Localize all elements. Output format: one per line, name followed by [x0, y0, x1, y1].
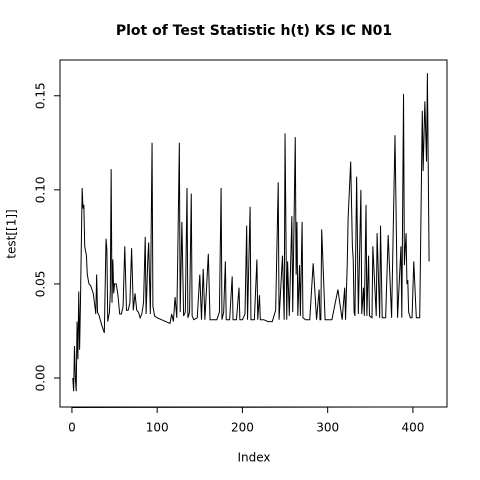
y-tick-label: 0.05 [34, 271, 48, 298]
plot-box [59, 59, 448, 408]
y-tick-label: 0.15 [34, 82, 48, 109]
y-tick-label: 0.10 [34, 176, 48, 203]
x-tick-label: 0 [68, 421, 76, 435]
data-line [72, 73, 430, 392]
x-tick-label: 400 [401, 421, 424, 435]
y-tick-label: 0.00 [34, 365, 48, 392]
x-tick-label: 300 [316, 421, 339, 435]
x-tick-label: 100 [146, 421, 169, 435]
y-axis-label: test[[1]] [5, 209, 19, 258]
chart-title: Plot of Test Statistic h(t) KS IC N01 [116, 23, 392, 39]
x-axis-label: Index [237, 451, 270, 465]
x-tick-label: 200 [231, 421, 254, 435]
